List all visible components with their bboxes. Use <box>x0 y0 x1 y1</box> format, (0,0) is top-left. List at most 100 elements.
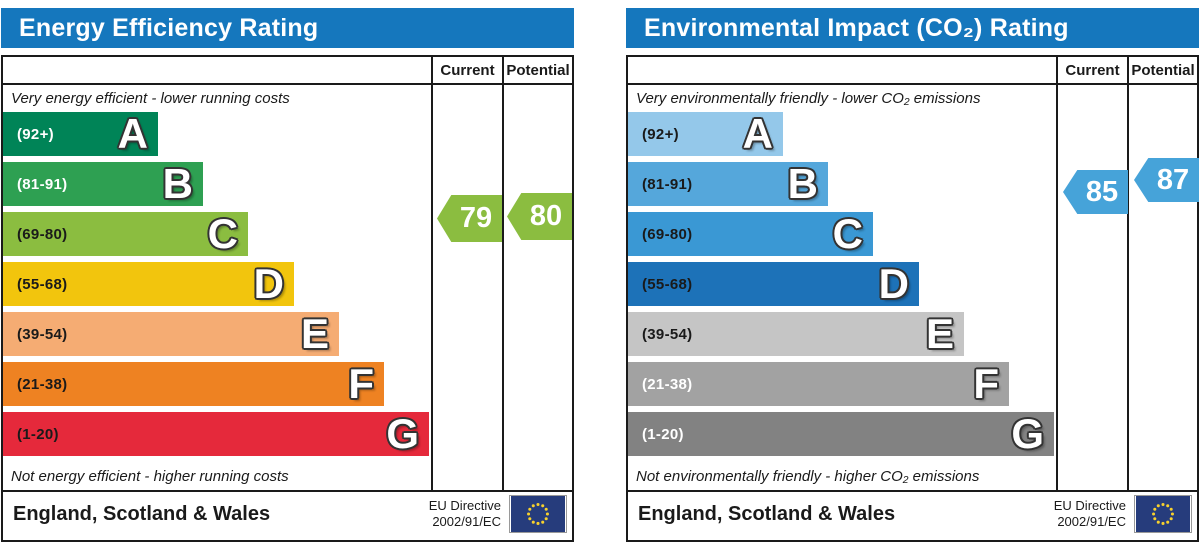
band-row: (81-91) B <box>628 162 1056 206</box>
band-row: (92+) A <box>3 112 431 156</box>
energy-band-scale: Very energy efficient - lower running co… <box>3 85 433 490</box>
co2-top-caption: Very environmentally friendly - lower CO… <box>636 90 981 107</box>
energy-top-caption: Very energy efficient - lower running co… <box>11 90 290 107</box>
rating-band-b: (81-91) B <box>628 162 828 206</box>
band-range-label: (92+) <box>17 125 54 143</box>
co2-bottom-caption: Not environmentally friendly - higher CO… <box>636 467 980 485</box>
eu-directive-label: EU Directive 2002/91/EC <box>429 498 501 531</box>
eu-directive-line1: EU Directive <box>1053 497 1126 513</box>
co2-title-bar: Environmental Impact (CO₂) Rating <box>626 8 1199 48</box>
band-range-label: (69-80) <box>642 225 693 243</box>
band-row: (21-38) F <box>628 362 1056 406</box>
band-row: (55-68) D <box>3 262 431 306</box>
band-range-label: (81-91) <box>642 175 693 193</box>
band-range-label: (39-54) <box>642 325 693 343</box>
energy-chart-title: Energy Efficiency Rating <box>19 13 319 42</box>
band-range-label: (69-80) <box>17 225 68 243</box>
rating-band-e: (39-54) E <box>3 312 339 356</box>
band-letter: G <box>1011 410 1044 458</box>
band-row: (1-20) G <box>3 412 431 456</box>
band-letter: C <box>832 210 863 258</box>
current-value-column <box>433 85 504 490</box>
band-letter: F <box>348 360 374 408</box>
rating-band-f: (21-38) F <box>628 362 1009 406</box>
co2-band-scale: Very environmentally friendly - lower CO… <box>628 85 1058 490</box>
band-range-label: (81-91) <box>17 175 68 193</box>
energy-efficiency-panel: Energy Efficiency Rating Current Potenti… <box>1 8 574 542</box>
potential-value-column <box>1129 85 1197 490</box>
band-row: (1-20) G <box>628 412 1056 456</box>
band-letter: C <box>207 210 238 258</box>
band-range-label: (1-20) <box>642 425 684 443</box>
band-row: (55-68) D <box>628 262 1056 306</box>
co2-chart-body: Very environmentally friendly - lower CO… <box>628 85 1197 490</box>
header-spacer <box>628 57 1058 83</box>
rating-band-d: (55-68) D <box>3 262 294 306</box>
rating-band-g: (1-20) G <box>628 412 1054 456</box>
footer-right-group: EU Directive 2002/91/EC <box>1054 495 1192 533</box>
band-row: (69-80) C <box>3 212 431 256</box>
environmental-impact-chart: Current Potential Very environmentally f… <box>626 55 1199 542</box>
potential-rating-value: 87 <box>1156 163 1190 196</box>
potential-value-column <box>504 85 572 490</box>
energy-chart-body: Very energy efficient - lower running co… <box>3 85 572 490</box>
rating-band-e: (39-54) E <box>628 312 964 356</box>
band-range-label: (21-38) <box>17 375 68 393</box>
rating-band-a: (92+) A <box>3 112 158 156</box>
band-range-label: (21-38) <box>642 375 693 393</box>
current-value-column <box>1058 85 1129 490</box>
eu-flag-icon <box>509 495 567 533</box>
energy-table-footer: England, Scotland & Wales EU Directive 2… <box>3 490 572 536</box>
current-column-header: Current <box>433 57 504 83</box>
energy-efficiency-chart: Current Potential Very energy efficient … <box>1 55 574 542</box>
co2-table-footer: England, Scotland & Wales EU Directive 2… <box>628 490 1197 536</box>
current-rating-arrow: 79 <box>437 195 502 242</box>
band-range-label: (55-68) <box>642 275 693 293</box>
potential-rating-arrow: 87 <box>1134 158 1199 202</box>
rating-band-c: (69-80) C <box>628 212 873 256</box>
header-spacer <box>3 57 433 83</box>
rating-band-c: (69-80) C <box>3 212 248 256</box>
eu-directive-line1: EU Directive <box>428 497 501 513</box>
co2-header-row: Current Potential <box>628 57 1197 85</box>
eu-directive-line2: 2002/91/EC <box>432 514 501 529</box>
band-row: (39-54) E <box>628 312 1056 356</box>
band-letter: G <box>386 410 419 458</box>
band-row: (69-80) C <box>628 212 1056 256</box>
energy-header-row: Current Potential <box>3 57 572 85</box>
potential-column-header: Potential <box>1131 61 1195 79</box>
region-label: England, Scotland & Wales <box>13 502 271 525</box>
band-row: (81-91) B <box>3 162 431 206</box>
band-letter: B <box>787 160 818 208</box>
current-rating-arrow: 85 <box>1063 170 1128 214</box>
current-column-header: Current <box>1058 57 1129 83</box>
band-letter: D <box>878 260 909 308</box>
potential-rating-arrow: 80 <box>507 193 572 240</box>
band-range-label: (55-68) <box>17 275 68 293</box>
footer-right-group: EU Directive 2002/91/EC <box>429 495 567 533</box>
eu-directive-line2: 2002/91/EC <box>1057 514 1126 529</box>
eu-flag-icon <box>1134 495 1192 533</box>
band-letter: E <box>300 310 329 358</box>
potential-rating-value: 80 <box>529 200 563 232</box>
band-letter: F <box>973 360 999 408</box>
band-row: (21-38) F <box>3 362 431 406</box>
energy-bottom-caption: Not energy efficient - higher running co… <box>11 467 289 485</box>
energy-title-bar: Energy Efficiency Rating <box>1 8 574 48</box>
rating-band-d: (55-68) D <box>628 262 919 306</box>
environmental-impact-panel: Environmental Impact (CO₂) Rating Curren… <box>626 8 1199 542</box>
band-range-label: (39-54) <box>17 325 68 343</box>
eu-directive-label: EU Directive 2002/91/EC <box>1054 498 1126 531</box>
potential-column-header: Potential <box>506 61 570 79</box>
band-letter: B <box>162 160 193 208</box>
band-row: (92+) A <box>628 112 1056 156</box>
rating-band-b: (81-91) B <box>3 162 203 206</box>
band-letter: E <box>925 310 954 358</box>
band-letter: A <box>117 110 148 158</box>
current-rating-value: 85 <box>1085 175 1119 208</box>
rating-band-g: (1-20) G <box>3 412 429 456</box>
band-range-label: (92+) <box>642 125 679 143</box>
rating-band-f: (21-38) F <box>3 362 384 406</box>
band-range-label: (1-20) <box>17 425 59 443</box>
